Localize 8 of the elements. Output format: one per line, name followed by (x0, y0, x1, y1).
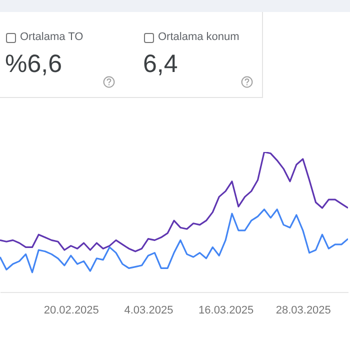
text: Ortalama konum (158, 31, 240, 43)
x-tick-label: 16.03.2025 (198, 304, 254, 316)
text: %6,6 (5, 50, 62, 79)
x-tick-label: 4.03.2025 (124, 304, 174, 316)
text: Ortalama TO (20, 31, 84, 43)
x-tick-label: 20.02.2025 (44, 304, 99, 316)
x-tick-label: 28.03.2025 (276, 304, 331, 316)
text: 6,4 (143, 50, 178, 79)
